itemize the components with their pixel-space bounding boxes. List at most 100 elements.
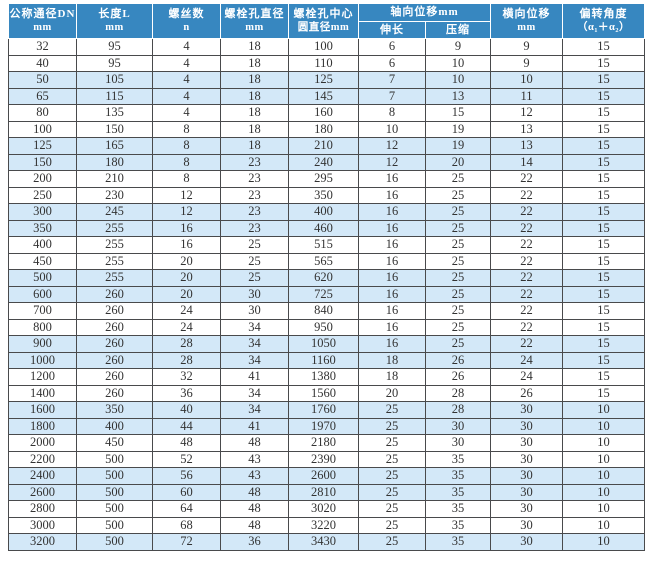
table-row: 40 95 4 18 110 6 10 9 15 [8, 54, 646, 72]
table-row: 50 105 4 18 125 7 10 10 15 [8, 71, 646, 89]
table-cell: 22 [490, 318, 564, 336]
table-cell: 50 [8, 71, 77, 89]
table-cell: 52 [152, 450, 221, 468]
table-cell: 34 [220, 351, 289, 369]
table-cell: 260 [76, 384, 153, 402]
table-cell: 48 [152, 434, 221, 452]
table-cell: 28 [152, 351, 221, 369]
table-row: 200 210 8 23 295 16 25 22 15 [8, 170, 646, 188]
table-cell: 43 [220, 450, 289, 468]
table-cell: 25 [358, 450, 426, 468]
header-bolt-hole-dia-line1: 螺栓孔直径 [224, 8, 285, 20]
table-cell: 145 [288, 87, 359, 105]
table-cell: 30 [490, 500, 564, 518]
table-row: 400 255 16 25 515 16 25 22 15 [8, 236, 646, 254]
table-cell: 64 [152, 500, 221, 518]
table-cell: 32 [152, 368, 221, 386]
table-cell: 25 [358, 500, 426, 518]
table-cell: 15 [562, 71, 646, 89]
table-cell: 1380 [288, 368, 359, 386]
table-cell: 16 [358, 203, 426, 221]
table-cell: 15 [562, 186, 646, 204]
table-cell: 1400 [8, 384, 77, 402]
table-cell: 26 [424, 368, 492, 386]
table-cell: 25 [424, 186, 492, 204]
table-cell: 22 [490, 335, 564, 353]
table-cell: 255 [76, 236, 153, 254]
table-cell: 15 [562, 170, 646, 188]
table-cell: 23 [220, 219, 289, 237]
header-bolt-circle-dia-line2: 圆直径mm [297, 22, 350, 33]
table-cell: 300 [8, 203, 77, 221]
table-cell: 25 [424, 269, 492, 287]
table-cell: 12 [358, 153, 426, 171]
table-cell: 400 [288, 203, 359, 221]
table-cell: 41 [220, 368, 289, 386]
table-cell: 18 [220, 54, 289, 72]
table-cell: 44 [152, 417, 221, 435]
table-cell: 22 [490, 219, 564, 237]
table-cell: 15 [562, 137, 646, 155]
table-cell: 30 [490, 450, 564, 468]
table-cell: 6 [358, 38, 426, 56]
table-cell: 15 [562, 236, 646, 254]
table-cell: 30 [220, 285, 289, 303]
header-screws-line1: 螺丝数 [168, 8, 205, 20]
table-cell: 12 [152, 203, 221, 221]
table-cell: 36 [152, 384, 221, 402]
table-row: 2400 500 56 43 2600 25 35 30 10 [8, 467, 646, 485]
table-cell: 48 [220, 516, 289, 534]
table-cell: 35 [424, 483, 492, 501]
table-cell: 30 [490, 533, 564, 551]
table-cell: 18 [220, 87, 289, 105]
table-cell: 12 [490, 104, 564, 122]
table-cell: 10 [562, 450, 646, 468]
table-cell: 125 [8, 137, 77, 155]
table-cell: 620 [288, 269, 359, 287]
table-cell: 15 [562, 252, 646, 270]
table-row: 100 150 8 18 180 10 19 13 15 [8, 120, 646, 138]
table-cell: 24 [152, 302, 221, 320]
table-row: 1600 350 40 34 1760 25 28 30 10 [8, 401, 646, 419]
table-cell: 8 [152, 120, 221, 138]
header-bolt-hole-dia-line2: mm [245, 22, 264, 33]
table-cell: 10 [562, 467, 646, 485]
table-cell: 13 [490, 137, 564, 155]
table-cell: 15 [562, 384, 646, 402]
table-cell: 10 [562, 516, 646, 534]
table-cell: 22 [490, 302, 564, 320]
table-cell: 240 [288, 153, 359, 171]
header-length: 长度L mm [76, 3, 153, 39]
table-cell: 210 [288, 137, 359, 155]
table-cell: 15 [562, 269, 646, 287]
table-cell: 2180 [288, 434, 359, 452]
table-cell: 15 [562, 153, 646, 171]
table-cell: 30 [490, 483, 564, 501]
table-cell: 16 [358, 302, 426, 320]
table-cell: 2600 [288, 467, 359, 485]
table-cell: 900 [8, 335, 77, 353]
table-cell: 9 [424, 38, 492, 56]
table-cell: 15 [562, 368, 646, 386]
table-cell: 16 [152, 219, 221, 237]
table-cell: 8 [152, 170, 221, 188]
table-cell: 840 [288, 302, 359, 320]
table-cell: 135 [76, 104, 153, 122]
table-cell: 200 [8, 170, 77, 188]
table-cell: 22 [490, 170, 564, 188]
table-cell: 1600 [8, 401, 77, 419]
table-row: 80 135 4 18 160 8 15 12 15 [8, 104, 646, 122]
table-cell: 16 [358, 170, 426, 188]
table-row: 1200 260 32 41 1380 18 26 24 15 [8, 368, 646, 386]
table-cell: 125 [288, 71, 359, 89]
table-cell: 34 [220, 318, 289, 336]
table-cell: 26 [424, 351, 492, 369]
header-lateral-line1: 横向位移 [502, 8, 551, 20]
table-cell: 23 [220, 203, 289, 221]
table-cell: 460 [288, 219, 359, 237]
table-cell: 260 [76, 285, 153, 303]
table-cell: 3200 [8, 533, 77, 551]
header-axial-compress: 压缩 [424, 21, 492, 39]
table-row: 2800 500 64 48 3020 25 35 30 10 [8, 500, 646, 518]
table-cell: 11 [490, 87, 564, 105]
